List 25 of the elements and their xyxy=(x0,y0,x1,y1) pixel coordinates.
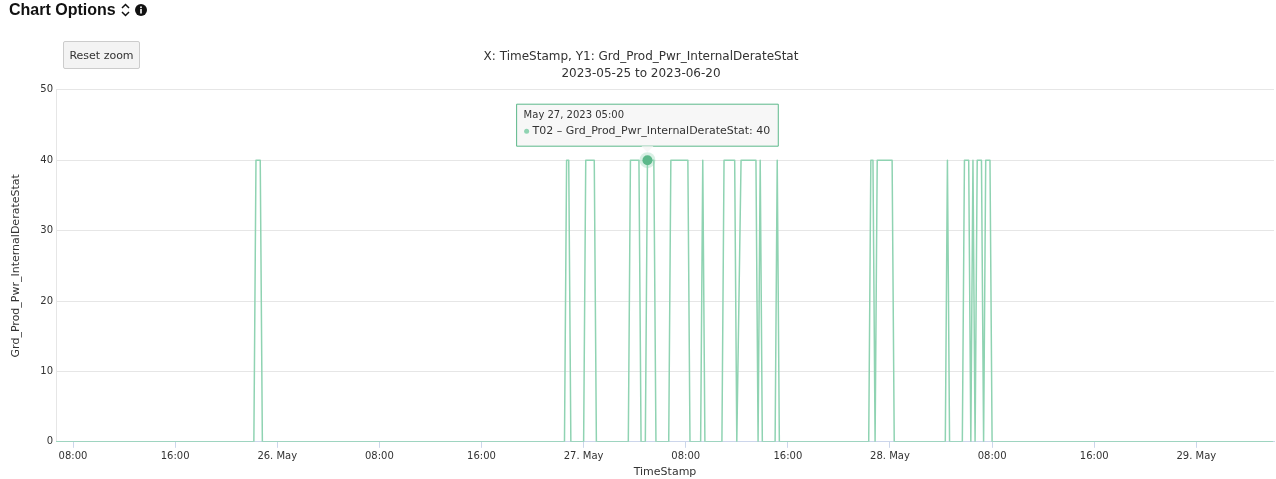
x-tick-label: 27. May xyxy=(563,450,604,462)
y-axis-title: Grd_Prod_Pwr_InternalDerateStat xyxy=(9,173,23,358)
x-tick-label: 29. May xyxy=(1176,450,1217,462)
x-tick-label: 16:00 xyxy=(467,450,496,462)
x-tick-label: 08:00 xyxy=(58,450,88,462)
y-tick-label: 30 xyxy=(40,224,53,236)
annotation: May 27, 2023 05:00 T02 – Grd_Prod_Pwr_InternalDerateStat: 40 xyxy=(523,108,771,138)
y-tick-label: 40 xyxy=(40,153,53,165)
x-tick-label: 16:00 xyxy=(160,450,190,462)
text: Chart Options xyxy=(9,1,116,19)
x-tick-label: 08:00 xyxy=(364,450,394,462)
text: Reset zoom xyxy=(63,41,140,69)
x-tick-label: 28. May xyxy=(870,450,910,462)
x-tick-label: 16:00 xyxy=(1079,450,1109,462)
x-tick-label: 08:00 xyxy=(671,450,701,462)
chart-subtitle: 2023-05-25 to 2023-06-20 xyxy=(561,65,721,80)
x-axis-title: TimeStamp xyxy=(632,465,697,479)
x-tick-label: 08:00 xyxy=(977,450,1007,462)
y-tick-label: 20 xyxy=(40,294,53,306)
y-tick-label: 50 xyxy=(40,83,53,95)
y-tick-label: 0 xyxy=(46,435,53,447)
x-tick-label: 26. May xyxy=(257,450,298,462)
chart-title: X: TimeStamp, Y1: Grd_Prod_Pwr_InternalDerateStat xyxy=(483,49,799,64)
x-tick-label: 16:00 xyxy=(773,450,803,462)
y-tick-label: 10 xyxy=(40,364,53,376)
